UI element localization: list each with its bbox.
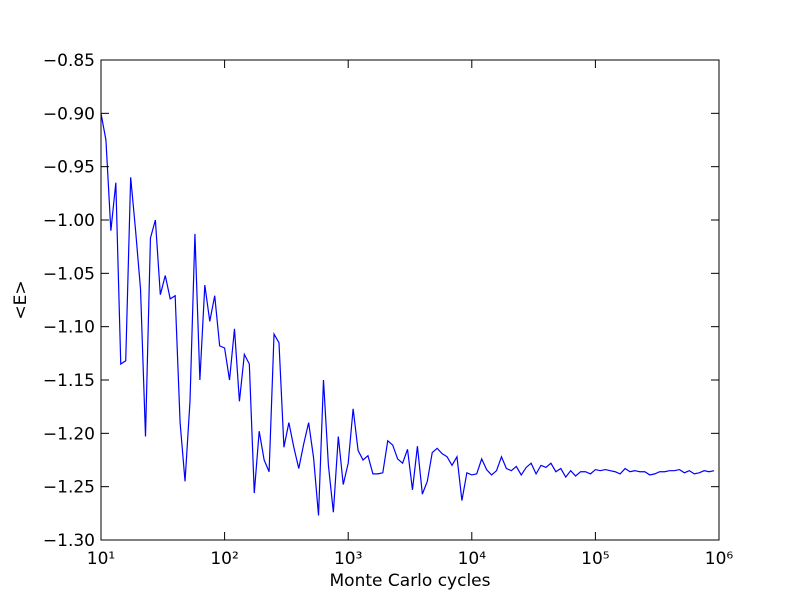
y-tick-label: −0.90 (43, 104, 95, 124)
y-axis-label: <E> (11, 280, 31, 319)
y-tick-label: −1.15 (43, 371, 95, 391)
y-tick-label: −1.20 (43, 424, 95, 444)
x-tick-label: 10⁴ (458, 549, 487, 569)
y-tick-label: −0.85 (43, 51, 95, 71)
y-tick-label: −1.30 (43, 531, 95, 551)
y-tick-label: −1.25 (43, 478, 95, 498)
x-tick-label: 10⁵ (581, 549, 609, 569)
data-line (100, 113, 715, 516)
y-tick-label: −0.95 (43, 158, 95, 178)
x-tick-label: 10¹ (87, 549, 115, 569)
y-tick-label: −1.05 (43, 264, 95, 284)
x-axis-label: Monte Carlo cycles (330, 571, 491, 591)
x-tick-label: 10⁶ (705, 549, 734, 569)
y-tick-label: −1.10 (43, 318, 95, 338)
y-tick-label: −1.00 (43, 211, 95, 231)
x-tick-label: 10² (210, 549, 238, 569)
x-tick-label: 10³ (334, 549, 362, 569)
plot-frame (100, 59, 720, 541)
